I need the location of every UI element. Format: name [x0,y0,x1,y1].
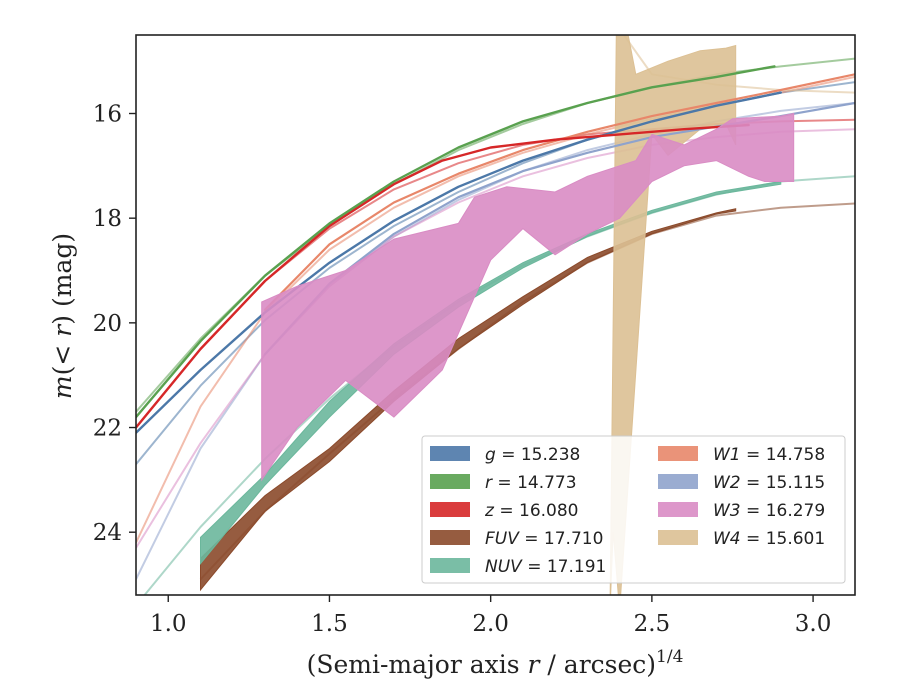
y-tick-label: 16 [93,102,122,128]
legend: g = 15.238 r = 14.773 z = 16.080 FUV = 17.7… [421,435,846,584]
legend-label-z: z = 16.080 [484,501,578,521]
legend-label-w4: W4 = 15.601 [713,529,825,549]
x-tick-label: 1.0 [150,611,187,637]
legend-swatch-w2 [658,474,698,489]
legend-swatch-nuv [430,558,470,573]
legend-swatch-g [430,446,470,461]
series-g-line [136,91,782,434]
series-w1-line [263,73,855,311]
legend-swatch-z [430,502,470,517]
legend-swatch-w1 [658,446,698,461]
data-marks-layer [136,35,855,595]
legend-swatch-fuv [430,530,470,545]
x-tick-label: 3.0 [795,611,832,637]
legend-label-nuv: NUV = 17.191 [485,557,606,577]
y-axis-label: m(< r) (mag) [48,233,77,399]
y-tick-label: 18 [93,206,122,232]
legend-label-g: g = 15.238 [485,445,580,465]
legend-label-w2: W2 = 15.115 [713,473,825,493]
y-tick-label: 20 [93,311,122,337]
legend-label-w3: W3 = 16.279 [713,501,825,521]
legend-swatch-r [430,474,470,489]
x-tick-label: 2.0 [472,611,509,637]
legend-swatch-w4 [658,530,698,545]
legend-label-w1: W1 = 14.758 [713,445,825,465]
x-tick-label: 2.5 [634,611,671,637]
series-z-line [136,123,750,429]
x-axis-ticks: 1.0 1.5 2.0 2.5 3.0 [150,595,831,637]
y-axis-ticks: 16 18 20 22 24 [93,102,136,546]
x-tick-label: 1.5 [311,611,348,637]
legend-label-fuv: FUV = 17.710 [485,529,603,549]
legend-swatch-w3 [658,502,698,517]
legend-label-r: r = 14.773 [485,473,577,493]
series-r-line [136,65,776,419]
series-w3-band [261,112,795,482]
y-tick-label: 22 [93,416,122,442]
legend-box [421,435,846,584]
plot-frame [135,34,856,596]
x-axis-label: (Semi-major axis r / arcsec)1/4 [307,647,684,679]
y-tick-label: 24 [93,520,122,546]
